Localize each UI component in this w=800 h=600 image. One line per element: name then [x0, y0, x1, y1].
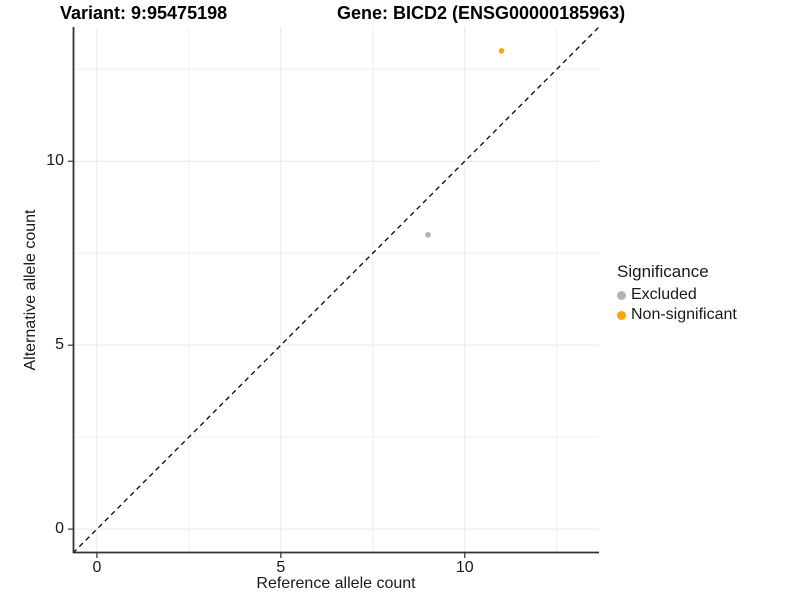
plot-panel [68, 26, 600, 558]
x-tick-label: 5 [276, 559, 286, 576]
legend-item-non-significant: Non-significant [617, 305, 792, 325]
legend-key-dot-non-significant [617, 310, 626, 320]
data-point-excluded [425, 232, 431, 238]
identity-dashed-line [72, 26, 600, 554]
y-tick-label: 0 [55, 520, 64, 538]
legend-title: Significance [617, 262, 709, 281]
plot-title-gene: Gene: BICD2 (ENSG00000185963) [337, 3, 626, 23]
plot-title-variant: Variant: 9:95475198 [60, 3, 228, 23]
legend-key-dot-excluded [617, 290, 626, 300]
x-axis-title: Reference allele count [256, 575, 416, 592]
x-tick-label: 10 [455, 559, 474, 576]
legend-item-excluded: Excluded [617, 285, 792, 305]
legend-item-label: Non-significant [631, 306, 737, 323]
data-point-non-significant [498, 48, 505, 54]
legend-item-label: Excluded [631, 286, 697, 303]
x-tick-label: 0 [92, 559, 102, 576]
y-tick-label: 5 [55, 336, 64, 354]
legend: Significance Excluded Non-significant [617, 262, 792, 325]
y-tick-label: 10 [46, 152, 64, 170]
